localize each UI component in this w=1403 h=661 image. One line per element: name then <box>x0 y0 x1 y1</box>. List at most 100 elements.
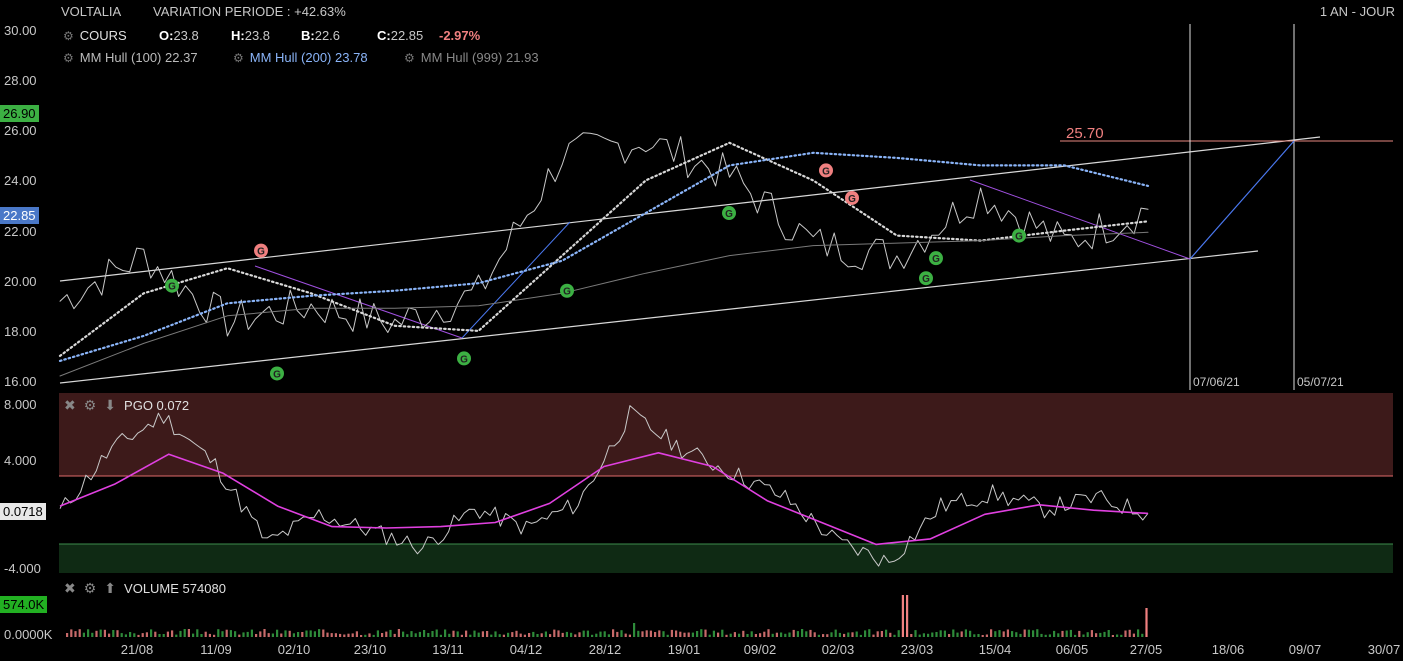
volume-bar <box>183 629 186 637</box>
x-tick: 28/12 <box>588 642 622 657</box>
gear-icon[interactable]: ⚙ <box>83 397 97 413</box>
buy-signal-icon[interactable]: G <box>560 283 574 298</box>
volume-bar <box>859 634 862 637</box>
volume-bar <box>742 630 745 637</box>
volume-bar <box>532 631 535 637</box>
volume-bar <box>1086 632 1089 637</box>
x-tick: 15/04 <box>978 642 1012 657</box>
channel-lower-line[interactable] <box>59 250 1259 384</box>
volume-bar <box>994 631 997 637</box>
volume-bar <box>129 632 132 637</box>
volume-bar <box>641 631 644 637</box>
svg-text:G: G <box>932 254 940 265</box>
gear-icon[interactable]: ⚙ <box>63 51 74 65</box>
volume-bar <box>700 629 703 637</box>
purple-trend-1[interactable] <box>254 265 463 339</box>
projection-line[interactable] <box>1189 140 1295 260</box>
buy-signal-icon[interactable]: G <box>1012 228 1026 243</box>
volume-bar <box>759 633 762 637</box>
buy-signal-icon[interactable]: G <box>165 278 179 293</box>
close-icon[interactable]: ✖ <box>64 580 76 596</box>
volume-bar <box>1023 629 1026 637</box>
gear-icon[interactable]: ⚙ <box>404 51 415 65</box>
volume-bar <box>1027 629 1030 637</box>
volume-bar <box>1040 633 1043 637</box>
volume-bar <box>960 631 963 637</box>
volume-bar <box>70 629 73 637</box>
buy-signal-icon[interactable]: G <box>270 366 284 381</box>
volume-bar <box>788 632 791 637</box>
arrow-up-icon[interactable]: ⬆ <box>104 580 117 596</box>
volume-bar <box>343 634 346 637</box>
volume-bar <box>784 633 787 637</box>
purple-trend-2[interactable] <box>969 179 1191 260</box>
volume-bar <box>397 629 400 637</box>
volume-bar <box>897 630 900 637</box>
volume-bar <box>675 630 678 637</box>
volume-bar <box>74 631 77 637</box>
volume-bar <box>179 630 182 637</box>
volume-bar <box>515 630 518 637</box>
sell-signal-icon[interactable]: G <box>254 243 268 258</box>
sell-signal-icon[interactable]: G <box>845 190 859 205</box>
volume-bar <box>612 629 615 637</box>
buy-signal-icon[interactable]: G <box>929 251 943 266</box>
legend-open: O:23.8 <box>159 28 199 43</box>
volume-bar <box>120 633 123 637</box>
volume-bar <box>368 633 371 637</box>
volume-bar <box>754 634 757 637</box>
close-icon[interactable]: ✖ <box>64 397 76 413</box>
volume-bar <box>82 632 85 637</box>
volume-bar <box>381 633 384 637</box>
buy-signal-icon[interactable]: G <box>457 351 471 366</box>
volume-bar <box>872 634 875 637</box>
x-tick: 04/12 <box>509 642 543 657</box>
buy-signal-icon[interactable]: G <box>722 206 736 221</box>
volume-bar <box>952 629 955 637</box>
volume-bar <box>935 632 938 637</box>
volume-bar <box>1145 608 1148 637</box>
period-selector[interactable]: 1 AN - JOUR <box>1319 4 1395 19</box>
volume-bar <box>624 633 627 637</box>
volume-bar <box>456 631 459 637</box>
pgo-overbought-zone <box>59 393 1393 476</box>
gear-icon[interactable]: ⚙ <box>233 51 244 65</box>
pgo-oversold-zone <box>59 544 1393 573</box>
volume-bar <box>704 629 707 637</box>
volume-bar <box>528 633 531 637</box>
volume-bar <box>973 634 976 637</box>
volume-bar <box>372 634 375 637</box>
price-tick: 26.00 <box>4 123 37 138</box>
x-tick: 27/05 <box>1129 642 1163 657</box>
volume-bar <box>981 635 984 637</box>
channel-upper-line[interactable] <box>59 136 1321 282</box>
volume-bar <box>943 630 946 637</box>
blue-trend-1[interactable] <box>461 221 571 339</box>
volume-bar <box>1069 629 1072 637</box>
sell-signal-icon[interactable]: G <box>819 163 833 178</box>
volume-bar <box>696 631 699 637</box>
volume-bar <box>948 634 951 637</box>
volume-bar <box>666 634 669 637</box>
volume-bar <box>494 631 497 637</box>
x-tick: 23/10 <box>353 642 387 657</box>
volume-bar <box>553 629 556 637</box>
arrow-down-icon[interactable]: ⬇ <box>104 397 117 413</box>
gear-icon[interactable]: ⚙ <box>63 29 74 43</box>
volume-bar <box>288 630 291 637</box>
volume-bar <box>292 633 295 637</box>
target-line-label: 25.70 <box>1066 125 1104 142</box>
volume-bar <box>116 630 119 637</box>
volume-bar <box>1011 631 1014 637</box>
volume-bar <box>931 632 934 637</box>
buy-signal-icon[interactable]: G <box>919 271 933 286</box>
volume-bar <box>423 630 426 637</box>
volume-bar <box>171 630 174 637</box>
volume-bar <box>234 631 237 637</box>
legend-ma200: ⚙ MM Hull (200) 23.78 <box>233 50 368 65</box>
volume-bar <box>225 629 228 637</box>
volume-bar <box>1078 630 1081 637</box>
gear-icon[interactable]: ⚙ <box>83 580 97 596</box>
legend-cours: ⚙ COURS <box>63 28 127 43</box>
